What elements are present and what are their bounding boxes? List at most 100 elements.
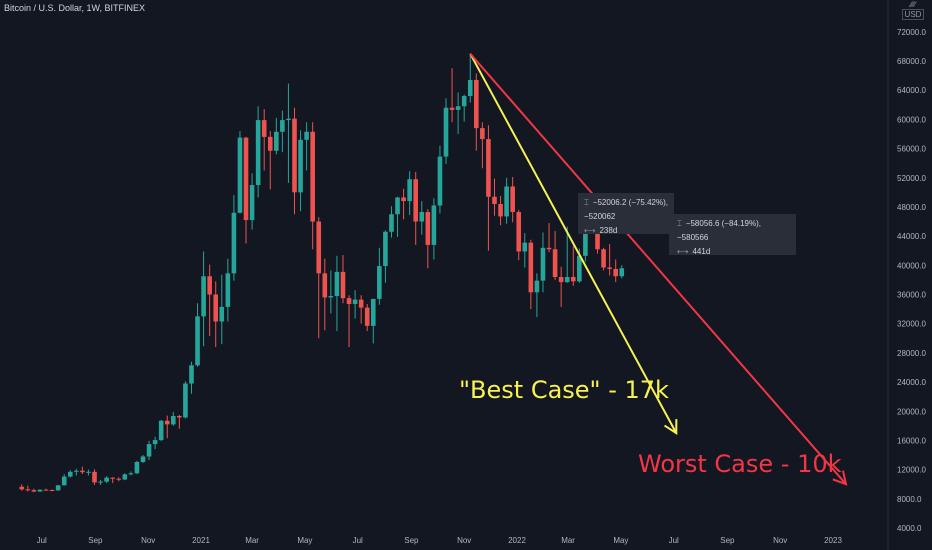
candle <box>310 122 315 250</box>
candle-body <box>570 276 576 282</box>
candle-body <box>231 212 237 274</box>
candle <box>383 230 388 283</box>
candle <box>37 489 43 492</box>
candle-body <box>298 139 303 193</box>
candle-body <box>419 212 425 222</box>
candle <box>104 476 109 483</box>
candle-body <box>516 212 522 252</box>
candle <box>546 222 552 253</box>
candle <box>570 246 576 286</box>
symbol-title[interactable]: Bitcoin / U.S. Dollar, 1W, BITFINEX <box>4 3 146 13</box>
candle <box>146 440 152 461</box>
candle-body <box>425 212 431 245</box>
candle <box>395 196 400 237</box>
candle <box>316 217 322 339</box>
candle-body <box>43 489 49 491</box>
candle-body <box>25 489 31 491</box>
arrowhead <box>832 470 848 486</box>
candle <box>467 53 473 103</box>
candle <box>401 188 406 220</box>
worst-case-label[interactable]: Worst Case - 10k <box>638 450 842 478</box>
candle <box>177 414 182 429</box>
candle-body <box>552 249 558 277</box>
candle <box>455 92 461 134</box>
candle <box>607 244 612 276</box>
candle <box>80 466 85 475</box>
candle <box>255 106 261 198</box>
candle-body <box>110 477 115 479</box>
candle-body <box>31 490 37 492</box>
candle <box>280 110 285 153</box>
candle <box>437 145 443 214</box>
candle-body <box>67 471 73 477</box>
trend-lines[interactable] <box>469 53 848 486</box>
candle <box>19 484 25 491</box>
x-tick-label: Jul <box>353 536 363 545</box>
currency-label[interactable]: ∕∕∕∕ USD <box>898 0 928 20</box>
x-tick-label: May <box>297 536 312 545</box>
candle <box>564 226 570 283</box>
y-tick-label: 8000.0 <box>897 495 922 504</box>
candle <box>389 206 394 238</box>
candle <box>231 195 237 281</box>
measure-1-bars: 238d <box>599 226 618 235</box>
candle-body <box>170 415 176 425</box>
candle <box>195 303 200 367</box>
candle-body <box>134 461 140 474</box>
candle-body <box>237 137 243 213</box>
candle-body <box>104 477 109 482</box>
candle <box>534 273 540 318</box>
candle <box>504 177 509 224</box>
candle-body <box>225 273 231 307</box>
candle-body <box>449 107 455 110</box>
candle-body <box>528 242 534 293</box>
candle-body <box>395 197 400 215</box>
x-tick-label: 2021 <box>192 536 210 545</box>
y-tick-label: 32000.0 <box>897 320 926 329</box>
candle <box>322 258 328 331</box>
candle <box>340 255 346 304</box>
candle-body <box>213 294 219 322</box>
candle-body <box>98 481 103 483</box>
candle-body <box>480 128 485 140</box>
time-axis[interactable]: Jul Sep Nov 2021 Mar May Jul Sep Nov 2022 Mar May Ju… <box>37 536 843 545</box>
x-tick-label: Sep <box>720 536 735 545</box>
y-tick-label: 60000.0 <box>897 115 926 124</box>
candle-body <box>37 489 43 492</box>
candle <box>407 171 412 215</box>
candle <box>43 488 49 491</box>
price-axis[interactable]: 4000.0 8000.0 12000.0 16000.0 20000.0 24000.0… <box>897 28 926 533</box>
candle-body <box>340 271 346 299</box>
candle-body <box>364 307 370 326</box>
candle <box>334 255 340 331</box>
best-case-trend-line[interactable] <box>469 53 678 435</box>
candle <box>364 303 370 331</box>
candle-body <box>443 107 449 157</box>
x-tick-label: May <box>613 536 628 545</box>
candle <box>292 107 297 215</box>
candle-body <box>249 185 255 221</box>
candle <box>522 233 528 268</box>
candle-body <box>243 137 249 221</box>
candle <box>449 68 455 123</box>
y-tick-label: 28000.0 <box>897 349 926 358</box>
worst-case-trend-line[interactable] <box>469 53 848 486</box>
x-tick-label: 2023 <box>824 536 842 545</box>
candle-body <box>146 444 152 457</box>
candle <box>128 471 134 476</box>
candle <box>510 177 515 223</box>
candle-body <box>601 249 606 268</box>
candle-body <box>474 79 479 129</box>
x-tick-label: Sep <box>88 536 103 545</box>
y-tick-label: 36000.0 <box>897 291 926 300</box>
best-case-label[interactable]: "Best Case" - 17k <box>459 376 669 404</box>
candle <box>486 125 491 251</box>
candle-body <box>207 276 212 295</box>
candle-body <box>322 273 328 298</box>
candle <box>328 270 334 314</box>
candle <box>74 468 79 476</box>
candle-body <box>504 186 509 217</box>
candle-body <box>304 131 309 140</box>
